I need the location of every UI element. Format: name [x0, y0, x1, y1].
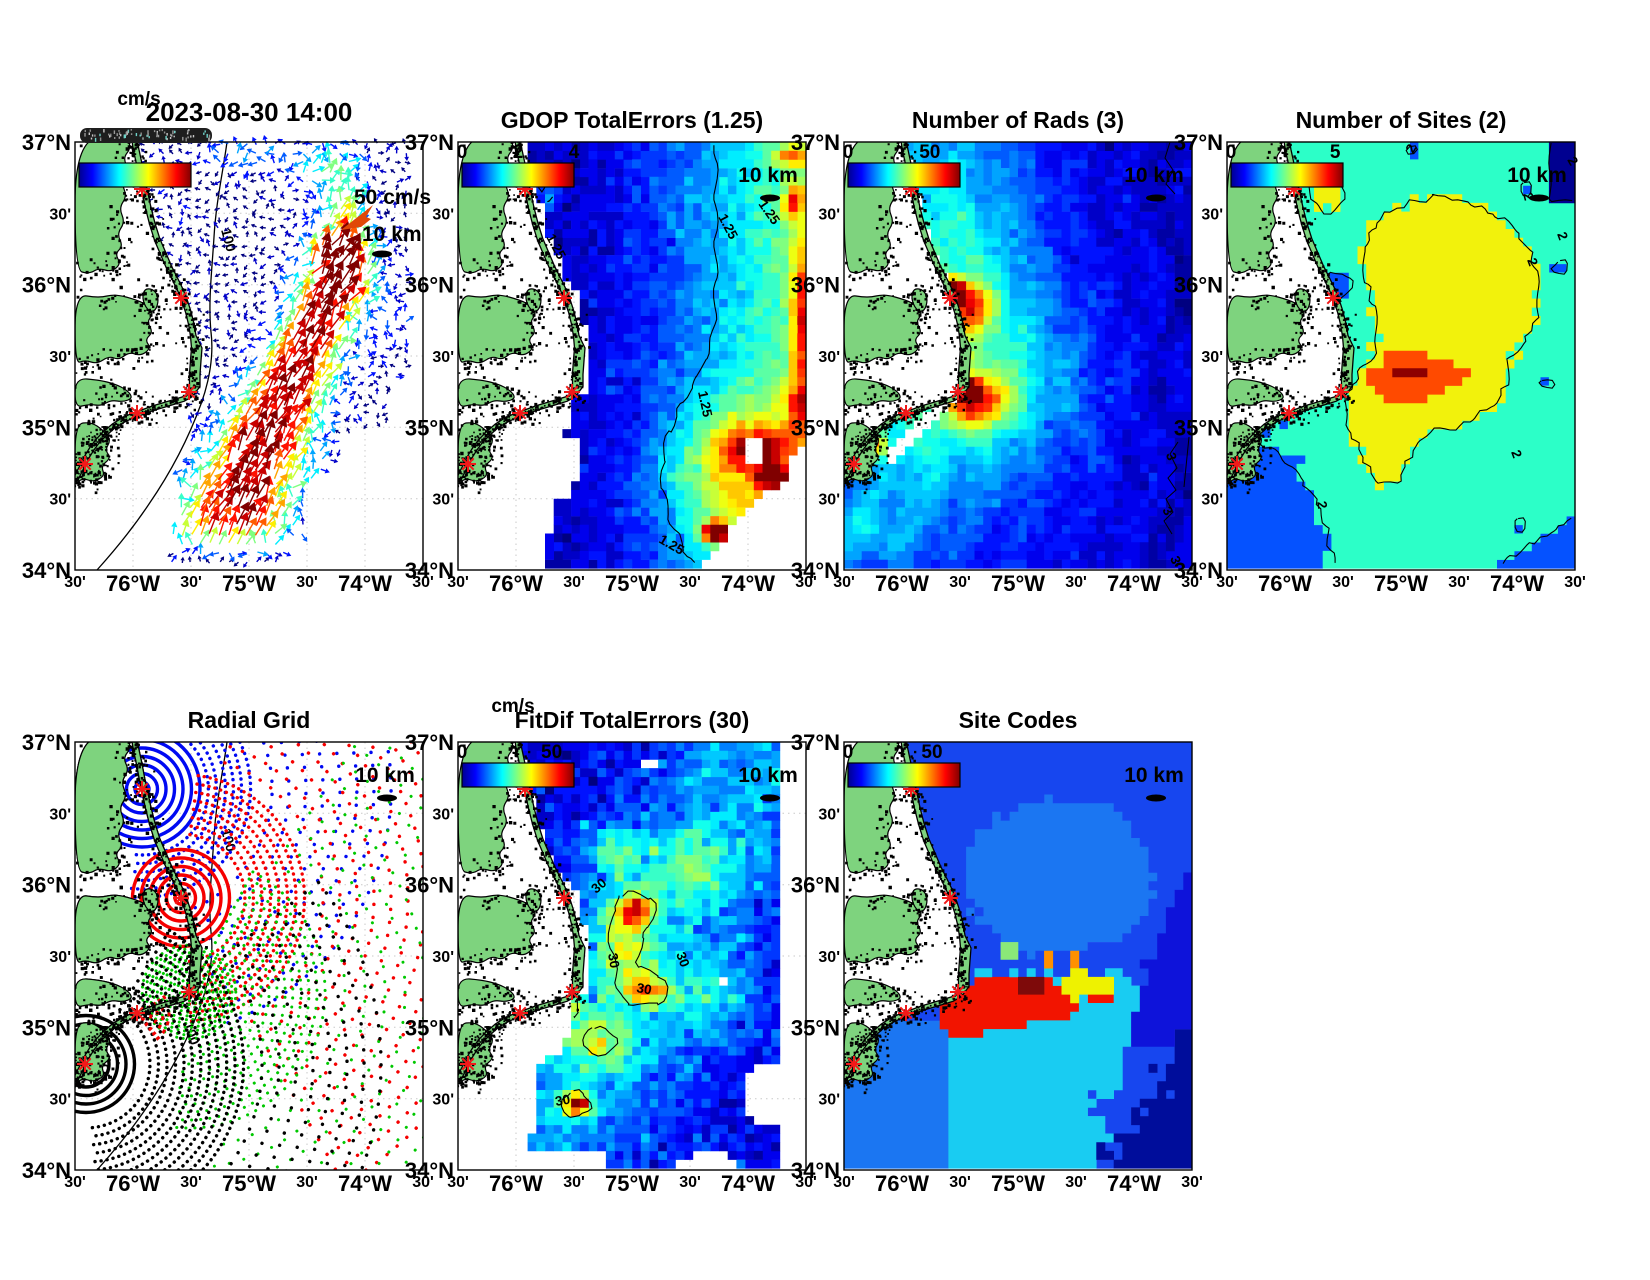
svg-text:0: 0	[843, 142, 854, 163]
svg-text:50: 50	[919, 142, 940, 163]
svg-text:2: 2	[1314, 500, 1330, 510]
svg-text:30: 30	[635, 980, 652, 997]
svg-text:0: 0	[1226, 142, 1237, 163]
svg-text:50 cm/s: 50 cm/s	[354, 186, 431, 209]
svg-text:30: 30	[605, 952, 622, 969]
svg-text:Number of Rads (3): Number of Rads (3)	[912, 107, 1124, 133]
svg-text:2: 2	[513, 142, 524, 163]
svg-text:30: 30	[588, 875, 609, 896]
svg-text:4: 4	[569, 142, 580, 163]
svg-text:GDOP TotalErrors (1.25): GDOP TotalErrors (1.25)	[501, 107, 763, 133]
svg-text:FitDif TotalErrors (30): FitDif TotalErrors (30)	[515, 707, 750, 733]
svg-text:2: 2	[1520, 191, 1536, 202]
svg-text:0: 0	[843, 742, 854, 763]
svg-text:0: 0	[457, 142, 468, 163]
svg-text:10 km: 10 km	[362, 223, 422, 246]
svg-text:30: 30	[673, 950, 692, 969]
svg-text:Site Codes: Site Codes	[959, 707, 1078, 733]
svg-text:Number of Sites (2): Number of Sites (2)	[1296, 107, 1507, 133]
svg-text:50: 50	[541, 742, 562, 763]
svg-text:50: 50	[921, 742, 942, 763]
svg-text:5: 5	[1330, 142, 1341, 163]
svg-text:cm/s: cm/s	[117, 89, 160, 110]
svg-text:0: 0	[457, 742, 468, 763]
svg-text:Radial Grid: Radial Grid	[188, 707, 311, 733]
svg-text:30: 30	[554, 1092, 571, 1109]
svg-text:cm/s: cm/s	[491, 696, 534, 717]
svg-text:1.25: 1.25	[695, 390, 715, 419]
svg-text:2023-08-30 14:00: 2023-08-30 14:00	[146, 97, 353, 127]
svg-text:3: 3	[1163, 451, 1180, 463]
